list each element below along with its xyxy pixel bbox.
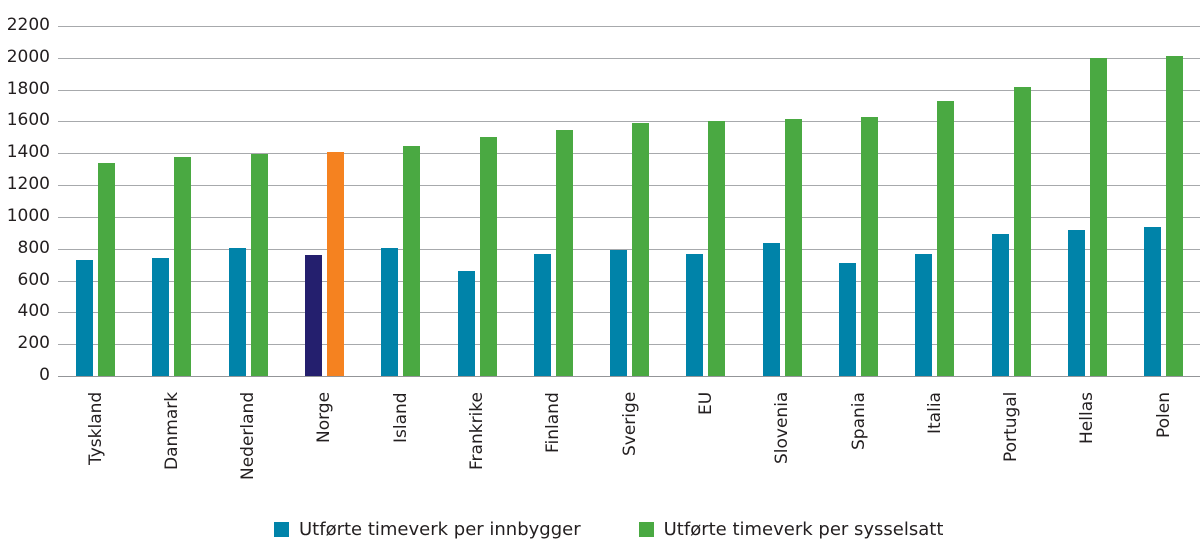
bar-spania-innbygger [839,263,856,376]
y-tick-label: 600 [17,270,50,290]
gridline [58,376,1200,377]
bar-finland-innbygger [533,253,551,376]
bar-spania-sysselsatt [861,116,878,376]
bar-hellas-innbygger [1067,229,1085,376]
bar-eu-innbygger [686,253,704,376]
gridline [58,312,1200,313]
gridline [58,217,1200,218]
bar-polen-sysselsatt [1166,55,1184,376]
y-tick-label: 200 [17,333,50,353]
legend-label: Utførte timeverk per innbygger [299,519,581,540]
bar-slovenia-innbygger [762,243,780,376]
bar-sverige-innbygger [610,249,628,376]
x-tick-label: Island [390,392,411,443]
bar-danmark-innbygger [152,257,170,376]
legend-swatch-blue [274,522,289,537]
y-tick-label: 2000 [6,47,50,67]
legend-item-innbygger: Utførte timeverk per innbygger [274,519,581,540]
bar-portugal-innbygger [991,233,1009,376]
bar-norge-innbygger [304,254,322,376]
y-tick-label: 1400 [6,142,50,162]
bar-nederland-innbygger [228,247,246,376]
gridline [58,344,1200,345]
y-tick-label: 2200 [6,15,50,35]
bar-norge-sysselsatt [326,151,344,376]
bar-frankrike-sysselsatt [479,137,497,376]
x-tick-label: Polen [1153,391,1174,438]
gridline [58,90,1200,91]
x-tick-label: Danmark [161,391,182,470]
legend-item-sysselsatt: Utførte timeverk per sysselsatt [638,519,944,540]
bar-sverige-sysselsatt [632,123,650,376]
x-tick-label: Nederland [238,391,259,480]
gridline [58,249,1200,250]
gridline [58,26,1200,27]
x-tick-label: EU [695,391,716,415]
bar-polen-innbygger [1144,226,1162,376]
gridline [58,185,1200,186]
gridline [58,153,1200,154]
bar-island-sysselsatt [403,145,421,376]
bar-hellas-sysselsatt [1089,57,1107,376]
bar-italia-sysselsatt [937,100,955,376]
x-tick-label: Slovenia [772,391,793,464]
x-tick-label: Finland [543,392,564,453]
y-tick-label: 1200 [6,174,50,194]
y-tick-label: 1000 [6,206,50,226]
bar-finland-sysselsatt [555,129,573,376]
x-tick-label: Hellas [1077,392,1098,444]
x-tick-label: Norge [314,391,335,443]
bar-frankrike-innbygger [457,271,475,376]
bar-danmark-sysselsatt [174,156,192,376]
bar-slovenia-sysselsatt [784,119,802,376]
legend-swatch-green [638,522,654,537]
gridline [58,281,1200,282]
legend: Utførte timeverk per innbygger Utførte t… [274,519,1001,540]
bar-portugal-sysselsatt [1013,87,1031,376]
bar-tyskland-innbygger [76,259,93,376]
y-tick-label: 0 [39,365,50,385]
gridline [58,121,1200,122]
y-tick-label: 800 [17,238,50,258]
gridline [58,58,1200,59]
legend-label: Utførte timeverk per sysselsatt [663,519,944,540]
x-tick-label: Tyskland [85,391,106,465]
y-tick-label: 1600 [6,110,50,130]
x-tick-label: Portugal [1001,391,1022,462]
bar-nederland-sysselsatt [250,153,268,376]
x-tick-label: Spania [848,392,869,450]
bar-italia-innbygger [915,253,933,376]
y-tick-label: 400 [17,301,50,321]
y-tick-label: 1800 [6,79,50,99]
x-tick-label: Sverige [619,391,640,456]
x-tick-label: Frankrike [467,392,487,470]
bar-tyskland-sysselsatt [98,162,115,376]
bar-eu-sysselsatt [708,120,726,376]
bar-island-innbygger [381,247,399,376]
x-tick-label: Italia [924,392,945,434]
